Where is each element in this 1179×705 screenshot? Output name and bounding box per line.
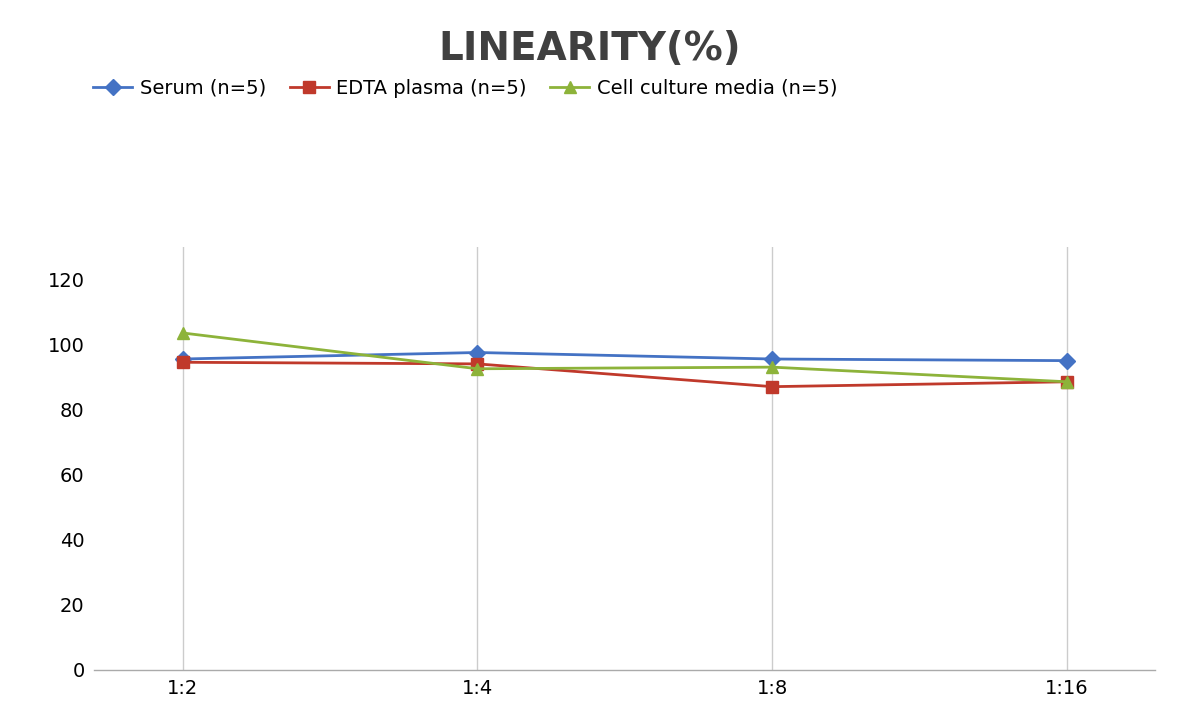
EDTA plasma (n=5) <box>765 382 779 391</box>
Cell culture media (n=5) <box>176 329 190 337</box>
Serum (n=5) <box>765 355 779 363</box>
Line: EDTA plasma (n=5): EDTA plasma (n=5) <box>177 357 1073 392</box>
Cell culture media (n=5) <box>1060 378 1074 386</box>
Serum (n=5) <box>176 355 190 363</box>
Line: Cell culture media (n=5): Cell culture media (n=5) <box>177 327 1073 387</box>
Serum (n=5) <box>470 348 485 357</box>
Legend: Serum (n=5), EDTA plasma (n=5), Cell culture media (n=5): Serum (n=5), EDTA plasma (n=5), Cell cul… <box>93 79 837 98</box>
Cell culture media (n=5) <box>470 364 485 373</box>
EDTA plasma (n=5) <box>176 358 190 367</box>
Line: Serum (n=5): Serum (n=5) <box>177 347 1073 366</box>
Cell culture media (n=5) <box>765 363 779 372</box>
EDTA plasma (n=5) <box>1060 378 1074 386</box>
EDTA plasma (n=5) <box>470 360 485 368</box>
Text: LINEARITY(%): LINEARITY(%) <box>439 30 740 68</box>
Serum (n=5) <box>1060 357 1074 365</box>
